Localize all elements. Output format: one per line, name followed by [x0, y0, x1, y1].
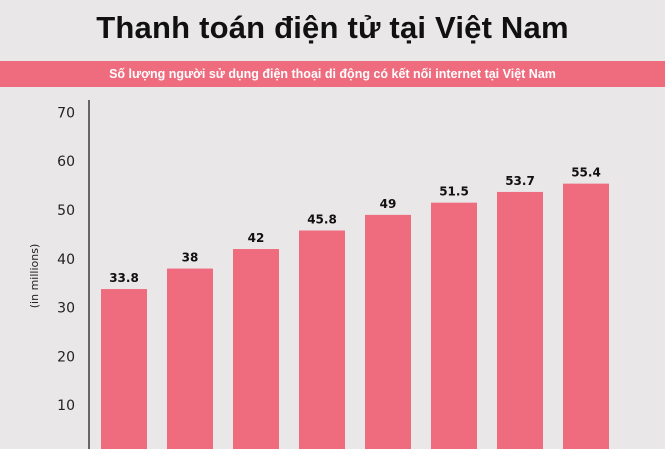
data-label: 51.5: [439, 185, 469, 199]
y-axis-label: (in millions): [28, 244, 41, 308]
bar: [497, 191, 543, 449]
chart-title: Thanh toán điện tử tại Việt Nam: [96, 10, 569, 45]
y-tick-label: 50: [57, 203, 75, 219]
chart-subtitle: Số lượng người sử dụng điện thoại di độn…: [109, 67, 556, 81]
bar: [365, 214, 411, 449]
y-tick-label: 70: [57, 105, 75, 121]
bar: [101, 289, 147, 449]
data-label: 33.8: [109, 271, 139, 285]
y-axis-ticks: 10 20 30 40 50 60 70: [57, 105, 75, 414]
bar: [167, 268, 213, 449]
data-label: 42: [248, 231, 265, 245]
bar: [299, 230, 345, 449]
data-label: 49: [380, 197, 397, 211]
bar: [233, 249, 279, 449]
bars: [101, 183, 609, 449]
y-tick-label: 30: [57, 301, 75, 317]
data-label: 45.8: [307, 212, 337, 226]
y-tick-label: 20: [57, 349, 75, 365]
data-labels: 33.8 38 42 45.8 49 51.5 53.7 55.4: [109, 166, 601, 285]
data-label: 53.7: [505, 174, 535, 188]
data-label: 38: [182, 251, 199, 265]
data-label: 55.4: [571, 166, 601, 180]
y-tick-label: 10: [57, 398, 75, 414]
bar: [431, 202, 477, 449]
y-tick-label: 40: [57, 252, 75, 268]
y-tick-label: 60: [57, 154, 75, 170]
subtitle-banner: Số lượng người sử dụng điện thoại di độn…: [0, 61, 665, 87]
bar: [563, 183, 609, 449]
